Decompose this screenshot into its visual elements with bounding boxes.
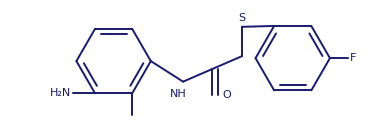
Text: O: O [222, 90, 231, 100]
Text: H₂N: H₂N [50, 88, 71, 98]
Text: S: S [238, 13, 246, 23]
Text: NH: NH [170, 89, 186, 99]
Text: F: F [350, 53, 356, 63]
